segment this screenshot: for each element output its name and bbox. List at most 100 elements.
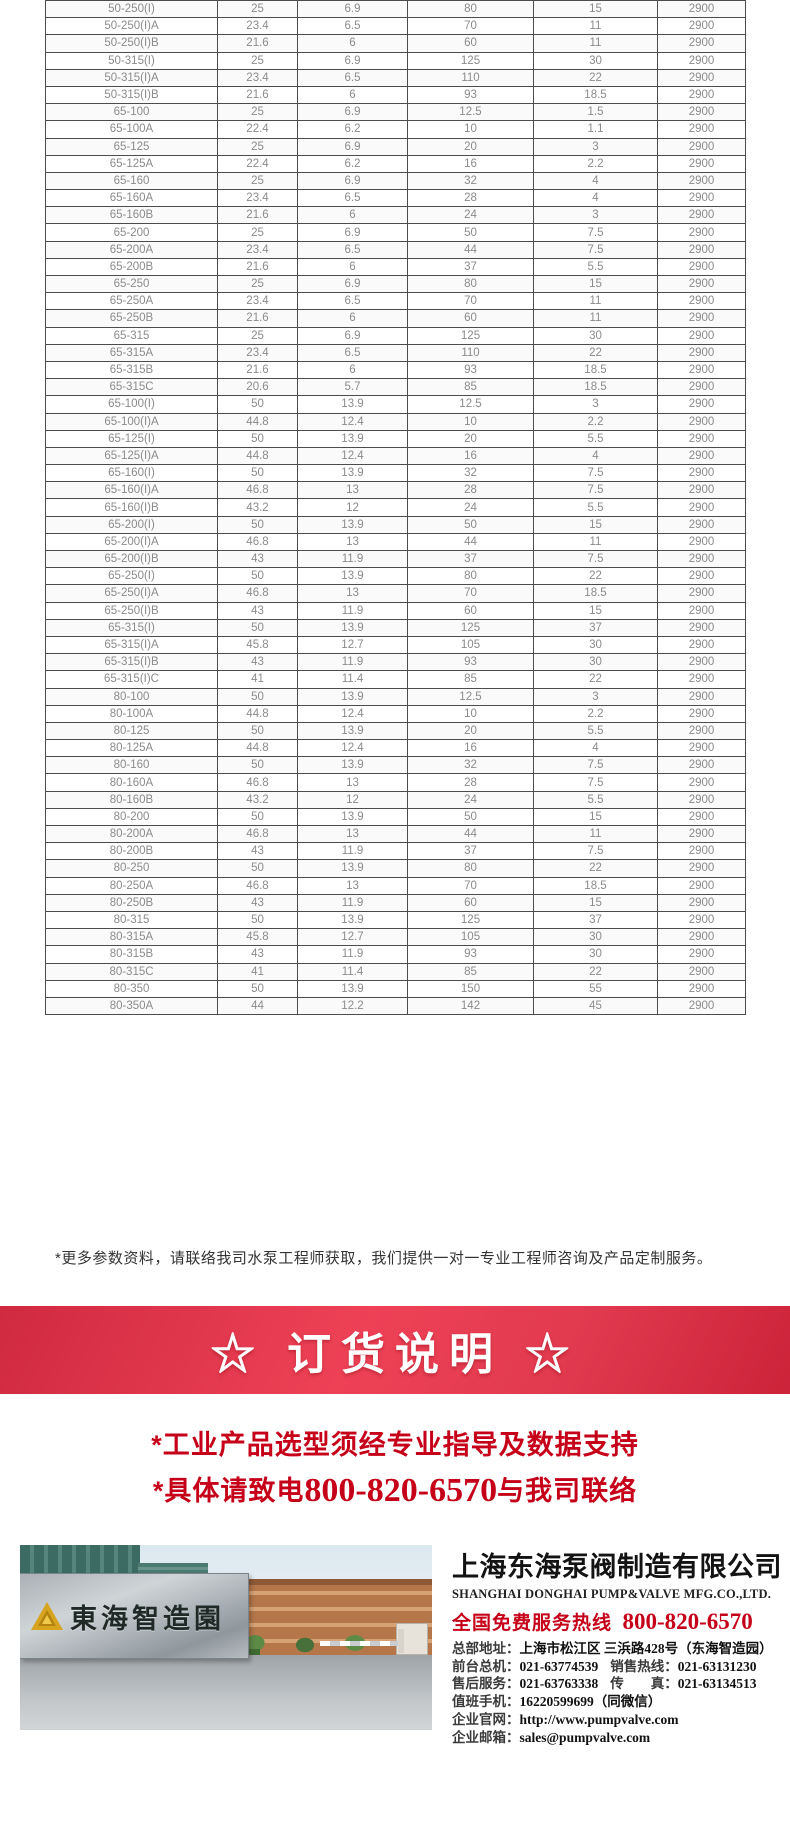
contact-link[interactable]: http://www.pumpvalve.com bbox=[519, 1711, 679, 1727]
table-cell: 23.4 bbox=[217, 240, 298, 259]
table-cell: 12.4 bbox=[297, 739, 408, 758]
table-cell: 13 bbox=[297, 876, 408, 895]
table-cell: 6.2 bbox=[297, 120, 408, 139]
table-cell: 6.9 bbox=[297, 51, 408, 70]
table-cell: 43 bbox=[217, 893, 298, 912]
contact-label: 售后服务： bbox=[452, 1676, 520, 1692]
table-cell: 65-200B bbox=[45, 257, 218, 277]
table-cell: 110 bbox=[407, 343, 534, 362]
table-row: 80-315 50 13.9 125 37 2900 bbox=[45, 910, 746, 930]
table-cell: 6.5 bbox=[297, 240, 408, 259]
table-cell: 23.4 bbox=[217, 17, 298, 36]
table-cell: 12 bbox=[297, 790, 408, 809]
table-cell: 2900 bbox=[657, 996, 746, 1016]
table-cell: 2900 bbox=[657, 120, 746, 139]
table-cell: 2900 bbox=[657, 154, 746, 173]
table-cell: 80-315 bbox=[45, 910, 218, 930]
table-row: 80-315A 45.8 12.7 105 30 2900 bbox=[45, 928, 746, 947]
table-cell: 2900 bbox=[657, 464, 746, 483]
table-cell: 44.8 bbox=[217, 446, 298, 466]
table-cell: 46.8 bbox=[217, 532, 298, 552]
table-cell: 2900 bbox=[657, 704, 746, 723]
table-cell: 6.9 bbox=[297, 137, 408, 156]
table-cell: 4 bbox=[533, 446, 658, 466]
table-cell: 11 bbox=[533, 17, 658, 36]
table-row: 65-250A 23.4 6.5 70 11 2900 bbox=[45, 292, 746, 311]
contact-value: 16220599699（同微信） bbox=[519, 1694, 662, 1710]
table-cell: 16 bbox=[407, 739, 534, 758]
table-cell: 5.5 bbox=[533, 257, 658, 277]
table-row: 65-125 25 6.9 20 3 2900 bbox=[45, 137, 746, 156]
table-cell: 50 bbox=[217, 567, 298, 586]
table-cell: 3 bbox=[533, 395, 658, 414]
contact-line: 售后服务：021-63763338 传 真：021-63134513 bbox=[452, 1675, 782, 1693]
table-cell: 2900 bbox=[657, 34, 746, 53]
table-cell: 2900 bbox=[657, 378, 746, 397]
table-cell: 50-250(I)A bbox=[45, 17, 218, 36]
table-cell: 60 bbox=[407, 34, 534, 53]
table-cell: 37 bbox=[533, 618, 658, 637]
table-cell: 13.9 bbox=[297, 395, 408, 414]
table-cell: 65-200 bbox=[45, 223, 218, 242]
table-row: 80-315C 41 11.4 85 22 2900 bbox=[45, 962, 746, 981]
table-cell: 2900 bbox=[657, 274, 746, 294]
table-cell: 65-315(I) bbox=[45, 618, 218, 637]
table-cell: 93 bbox=[407, 360, 534, 380]
table-cell: 80-315B bbox=[45, 945, 218, 964]
table-cell: 50 bbox=[217, 687, 298, 706]
table-cell: 65-200(I)B bbox=[45, 549, 218, 569]
table-cell: 20 bbox=[407, 429, 534, 448]
contact-label: 值班手机： bbox=[452, 1694, 520, 1710]
table-cell: 2900 bbox=[657, 859, 746, 878]
table-cell: 13.9 bbox=[297, 859, 408, 878]
table-row: 80-315B 43 11.9 93 30 2900 bbox=[45, 945, 746, 964]
table-cell: 2900 bbox=[657, 670, 746, 689]
table-cell: 2900 bbox=[657, 653, 746, 672]
table-cell: 7.5 bbox=[533, 481, 658, 500]
table-cell: 43 bbox=[217, 601, 298, 620]
table-cell: 65-160B bbox=[45, 206, 218, 225]
table-cell: 6 bbox=[297, 309, 408, 328]
table-cell: 24 bbox=[407, 206, 534, 225]
table-cell: 93 bbox=[407, 85, 534, 105]
table-cell: 2900 bbox=[657, 326, 746, 345]
contact-link[interactable]: sales@pumpvalve.com bbox=[519, 1729, 651, 1745]
table-cell: 7.5 bbox=[533, 773, 658, 792]
table-cell: 65-250 bbox=[45, 274, 218, 294]
table-cell: 30 bbox=[533, 51, 658, 70]
table-cell: 37 bbox=[407, 842, 534, 861]
table-row: 65-100 25 6.9 12.5 1.5 2900 bbox=[45, 103, 746, 122]
table-cell: 150 bbox=[407, 979, 534, 998]
table-cell: 6.9 bbox=[297, 103, 408, 122]
table-cell: 2900 bbox=[657, 584, 746, 603]
table-cell: 6 bbox=[297, 34, 408, 53]
table-cell: 65-315B bbox=[45, 360, 218, 380]
table-cell: 2900 bbox=[657, 395, 746, 414]
table-cell: 80-350 bbox=[45, 979, 218, 998]
table-cell: 21.6 bbox=[217, 85, 298, 105]
table-cell: 25 bbox=[217, 137, 298, 156]
table-row: 65-100(I) 50 13.9 12.5 3 2900 bbox=[45, 395, 746, 414]
contact-label: 企业邮箱： bbox=[452, 1729, 520, 1745]
table-cell: 11.4 bbox=[297, 962, 408, 981]
table-cell: 28 bbox=[407, 773, 534, 792]
table-cell: 2900 bbox=[657, 739, 746, 758]
notice-phone-number: 800-820-6570 bbox=[304, 1472, 498, 1509]
table-row: 65-315C 20.6 5.7 85 18.5 2900 bbox=[45, 378, 746, 397]
table-cell: 50 bbox=[217, 756, 298, 775]
table-row: 65-315B 21.6 6 93 18.5 2900 bbox=[45, 360, 746, 380]
table-cell: 50-315(I)B bbox=[45, 85, 218, 105]
table-row: 65-160B 21.6 6 24 3 2900 bbox=[45, 206, 746, 225]
table-cell: 6 bbox=[297, 85, 408, 105]
table-cell: 85 bbox=[407, 378, 534, 397]
table-row: 65-315(I)B 43 11.9 93 30 2900 bbox=[45, 653, 746, 672]
table-cell: 12.2 bbox=[297, 996, 408, 1016]
table-cell: 15 bbox=[533, 807, 658, 827]
table-cell: 23.4 bbox=[217, 68, 298, 87]
table-row: 65-250(I) 50 13.9 80 22 2900 bbox=[45, 567, 746, 586]
table-cell: 30 bbox=[533, 653, 658, 672]
table-cell: 2900 bbox=[657, 0, 746, 19]
contact-value: 021-63774539 bbox=[519, 1658, 599, 1674]
table-cell: 13 bbox=[297, 773, 408, 792]
table-row: 65-200(I)A 46.8 13 44 11 2900 bbox=[45, 532, 746, 552]
